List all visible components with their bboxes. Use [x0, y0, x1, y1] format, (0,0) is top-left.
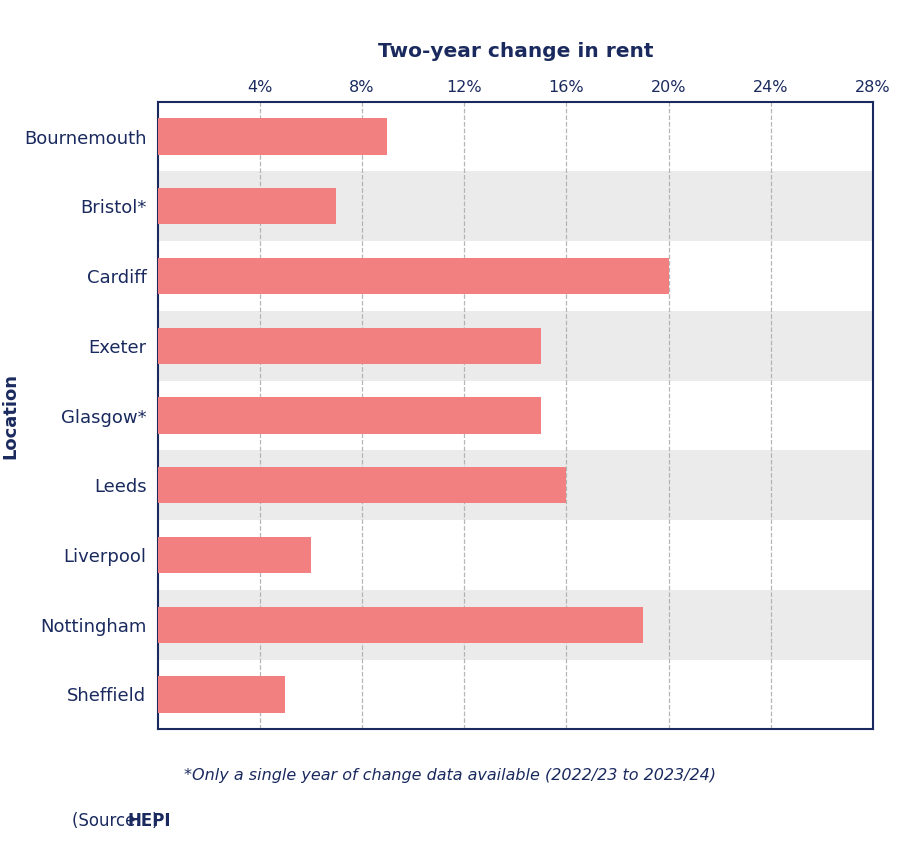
Bar	[158, 537, 310, 573]
Bar	[158, 188, 337, 225]
Bar	[158, 660, 873, 729]
Bar	[158, 450, 873, 520]
Bar	[158, 102, 873, 171]
Bar	[158, 606, 643, 643]
Bar	[158, 381, 873, 450]
Bar	[158, 311, 873, 381]
Bar	[158, 520, 873, 590]
Bar	[158, 398, 541, 433]
Bar	[158, 590, 873, 660]
Bar	[158, 258, 669, 294]
Bar	[158, 171, 873, 241]
Bar	[158, 327, 541, 364]
Bar	[158, 677, 285, 712]
Bar	[158, 241, 873, 311]
Text: (Source:: (Source:	[72, 812, 147, 830]
Bar	[158, 119, 388, 154]
Y-axis label: Location: Location	[1, 372, 19, 459]
Text: HEPI: HEPI	[127, 812, 171, 830]
Title: Two-year change in rent: Two-year change in rent	[377, 42, 653, 61]
Text: ): )	[151, 812, 158, 830]
Text: *Only a single year of change data available (2022/23 to 2023/24): *Only a single year of change data avail…	[184, 768, 716, 784]
Bar	[158, 467, 566, 504]
